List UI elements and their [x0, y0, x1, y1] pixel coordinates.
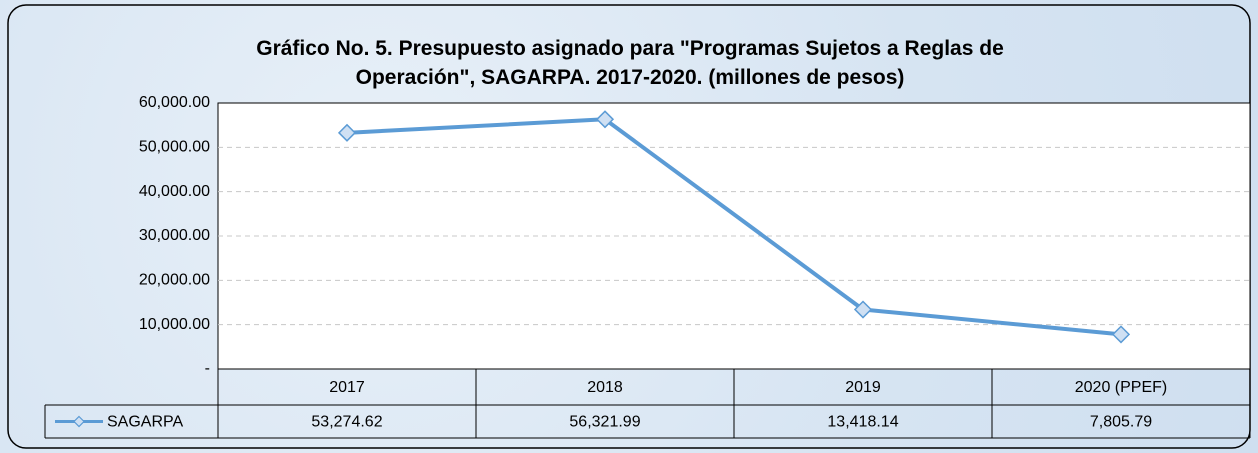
- y-tick-label: 50,000.00: [139, 139, 210, 156]
- data-label: 13,418.14: [827, 414, 898, 431]
- marker: [1111, 325, 1131, 344]
- chart-title: Gráfico No. 5. Presupuesto asignado para…: [256, 37, 1004, 89]
- legend-marker: [73, 415, 85, 428]
- y-tick-label: -: [205, 360, 210, 377]
- data-label: 53,274.62: [311, 414, 382, 431]
- y-tick-label: 60,000.00: [139, 94, 210, 111]
- marker: [853, 300, 873, 319]
- data-label: 56,321.99: [569, 414, 640, 431]
- marker: [595, 110, 615, 129]
- y-tick-label: 30,000.00: [139, 227, 210, 244]
- y-tick-label: 40,000.00: [139, 183, 210, 200]
- x-tick-label: 2017: [329, 379, 365, 396]
- legend-label: SAGARPA: [107, 414, 184, 431]
- x-tick-label: 2018: [587, 379, 623, 396]
- x-tick-label: 2020 (PPEF): [1075, 379, 1167, 396]
- x-tick-label: 2019: [845, 379, 881, 396]
- y-tick-label: 10,000.00: [139, 316, 210, 333]
- data-label: 7,805.79: [1090, 414, 1152, 431]
- series-line: [346, 117, 1122, 337]
- y-tick-label: 20,000.00: [139, 272, 210, 289]
- marker: [337, 123, 357, 142]
